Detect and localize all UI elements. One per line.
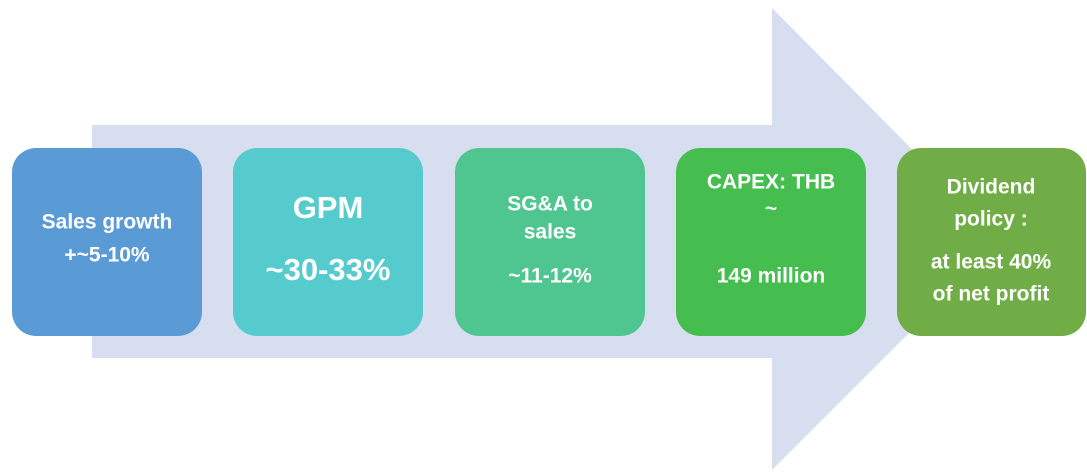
step-text: of net profit [933,283,1050,306]
step-text: SG&A to [507,193,593,216]
step-box [676,148,866,336]
step-text: at least 40% [931,251,1052,274]
step-box [455,148,645,336]
step-text: ~ [765,198,777,221]
step-text: ~11-12% [508,265,592,288]
step-box [12,148,202,336]
step-box [897,148,1086,336]
step-text: policy : [954,208,1028,231]
step-box [233,148,423,336]
step-text: Dividend [947,176,1036,199]
step-text: +~5-10% [64,244,150,267]
step-text: sales [524,221,577,244]
step-text: Sales growth [42,211,173,234]
step-text: 149 million [717,265,826,288]
step-text: GPM [293,190,364,225]
step-text: CAPEX: THB [707,171,835,194]
step-text: ~30-33% [266,252,391,287]
